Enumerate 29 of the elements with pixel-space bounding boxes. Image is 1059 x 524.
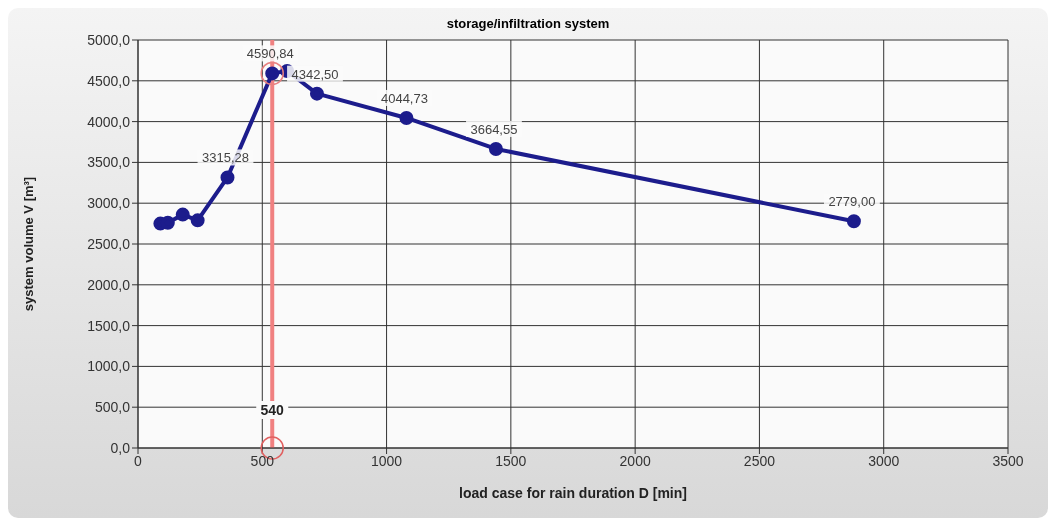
chart-title: storage/infiltration system <box>445 16 611 31</box>
y-tick-label: 3500,0 <box>87 154 131 171</box>
x-tick-label: 2500 <box>743 452 776 469</box>
x-tick-label: 3000 <box>868 452 900 469</box>
y-tick-label: 3000,0 <box>87 195 131 212</box>
data-label: 4044,73 <box>380 90 428 106</box>
x-tick-label: 1500 <box>495 452 527 469</box>
x-axis-title: load case for rain duration D [min] <box>459 485 687 501</box>
y-tick-label: 1500,0 <box>87 317 131 334</box>
y-tick-label: 4500,0 <box>87 72 131 89</box>
y-tick-label: 4000,0 <box>87 113 131 130</box>
data-label: 3664,55 <box>470 121 518 137</box>
data-label: 4342,50 <box>291 66 339 82</box>
annotation: 540 <box>260 402 285 418</box>
data-label: 4590,84 <box>246 46 294 62</box>
y-tick-label: 2000,0 <box>87 276 131 293</box>
y-tick-label: 1000,0 <box>87 358 131 375</box>
x-tick-label: 500 <box>250 452 275 469</box>
x-tick-label: 3500 <box>992 452 1024 469</box>
x-tick-label: 2000 <box>619 452 651 469</box>
data-label: 2779,00 <box>828 194 876 210</box>
data-label: 3315,28 <box>201 150 249 166</box>
y-axis-title: system volume V [m³] <box>20 176 36 312</box>
x-tick-label: 1000 <box>370 452 403 469</box>
y-tick-label: 5000,0 <box>87 31 131 48</box>
y-tick-label: 0,0 <box>110 439 131 456</box>
x-tick-label: 0 <box>134 452 143 469</box>
y-tick-label: 500,0 <box>94 399 131 416</box>
y-tick-label: 2500,0 <box>87 235 131 252</box>
